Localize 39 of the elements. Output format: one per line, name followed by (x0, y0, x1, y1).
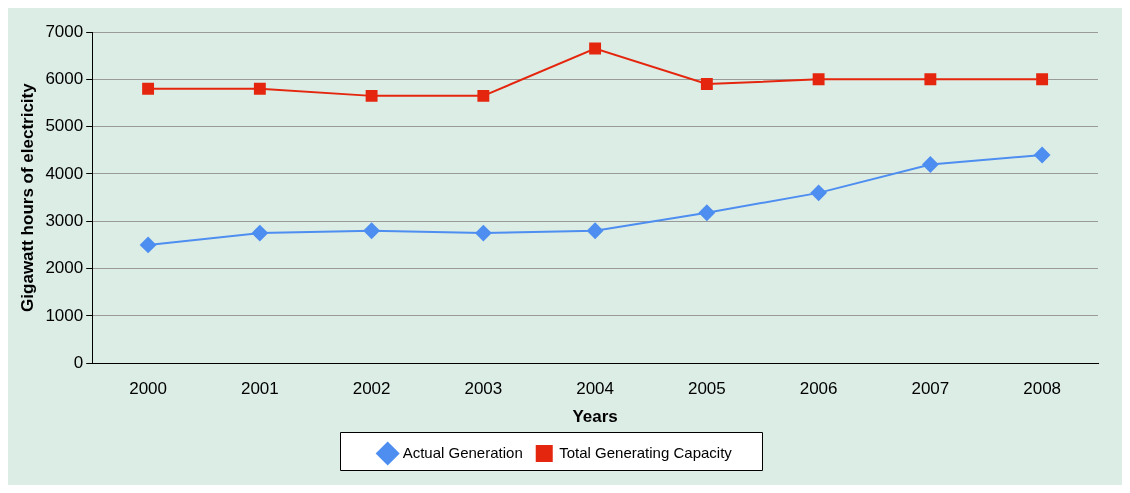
point (812, 73, 825, 86)
x-tick-label: 2004 (576, 379, 615, 399)
legend-label: Actual Generation (402, 443, 523, 461)
x-axis-title: Years (572, 407, 618, 427)
y-tick-label: 4000 (45, 163, 84, 183)
point (251, 225, 268, 242)
point (363, 222, 380, 239)
y-tick-label: 3000 (45, 210, 84, 230)
x-tick-label: 2000 (129, 379, 168, 399)
y-axis-title: Gigawatt hours of electricity (17, 82, 37, 312)
y-tick-label: 2000 (45, 258, 84, 278)
point (587, 222, 604, 239)
y-tick-label: 6000 (45, 69, 84, 88)
x-tick-label: 2002 (352, 379, 391, 399)
point (365, 89, 378, 102)
point (253, 82, 266, 95)
point (589, 42, 602, 55)
point (810, 184, 827, 201)
y-tick-label: 7000 (45, 21, 84, 41)
point (922, 156, 939, 173)
y-tick-label: 0 (73, 352, 84, 372)
x-tick-label: 2007 (911, 379, 950, 399)
x-tick-label: 2006 (799, 379, 838, 399)
point (1034, 147, 1051, 164)
point (924, 73, 937, 86)
x-tick-label: 2008 (1023, 379, 1062, 399)
point (475, 225, 492, 242)
point (477, 89, 490, 102)
point (698, 204, 715, 221)
point (1036, 73, 1049, 86)
point (700, 78, 713, 90)
legend-label: Total Generating Capacity (559, 443, 733, 461)
y-tick-label: 1000 (45, 305, 84, 325)
point (142, 82, 155, 95)
y-tick-label: 5000 (45, 116, 84, 136)
x-tick-label: 2005 (687, 379, 726, 399)
point (140, 236, 157, 253)
x-tick-label: 2001 (240, 379, 279, 399)
x-tick-label: 2003 (464, 379, 503, 399)
